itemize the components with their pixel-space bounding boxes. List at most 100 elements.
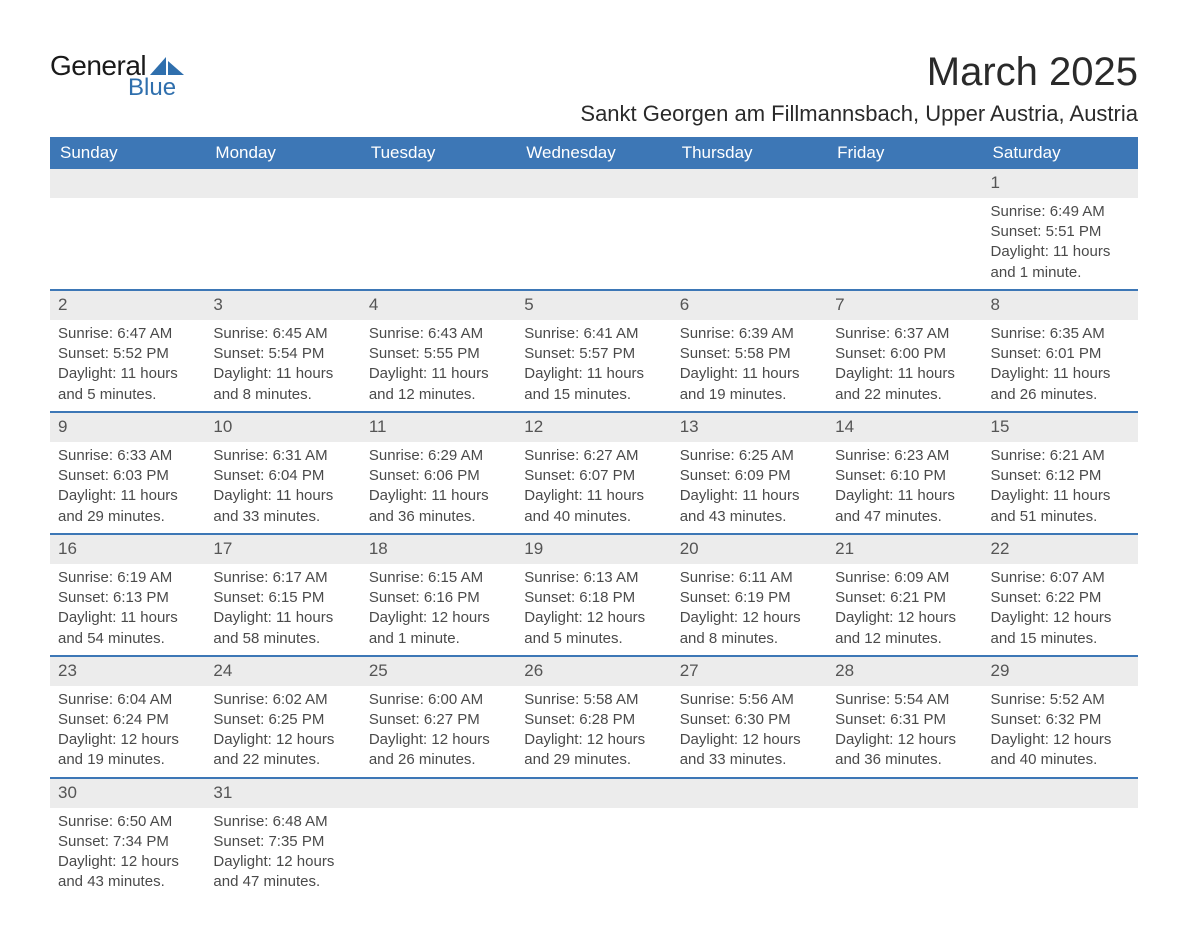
daylight-text-1: Daylight: 11 hours — [835, 364, 974, 384]
calendar-week-row: 30Sunrise: 6:50 AMSunset: 7:34 PMDayligh… — [50, 778, 1138, 899]
sunset-text: Sunset: 5:52 PM — [58, 344, 197, 364]
daylight-text-1: Daylight: 12 hours — [213, 730, 352, 750]
sunrise-text: Sunrise: 6:13 AM — [524, 568, 663, 588]
daylight-text-1: Daylight: 12 hours — [369, 730, 508, 750]
sunrise-text: Sunrise: 6:15 AM — [369, 568, 508, 588]
day-details: Sunrise: 6:39 AMSunset: 5:58 PMDaylight:… — [672, 320, 827, 411]
day-number: 17 — [205, 535, 360, 564]
day-number — [516, 779, 671, 808]
daylight-text-2: and 1 minute. — [369, 629, 508, 649]
daylight-text-1: Daylight: 12 hours — [369, 608, 508, 628]
calendar-cell — [672, 169, 827, 290]
calendar-cell: 23Sunrise: 6:04 AMSunset: 6:24 PMDayligh… — [50, 656, 205, 778]
calendar-cell — [672, 778, 827, 899]
daylight-text-1: Daylight: 11 hours — [680, 364, 819, 384]
calendar-cell: 4Sunrise: 6:43 AMSunset: 5:55 PMDaylight… — [361, 290, 516, 412]
col-header: Sunday — [50, 137, 205, 169]
day-number: 11 — [361, 413, 516, 442]
sunset-text: Sunset: 6:27 PM — [369, 710, 508, 730]
calendar-cell — [50, 169, 205, 290]
day-number: 1 — [983, 169, 1138, 198]
day-details: Sunrise: 6:00 AMSunset: 6:27 PMDaylight:… — [361, 686, 516, 777]
day-number: 26 — [516, 657, 671, 686]
daylight-text-2: and 43 minutes. — [680, 507, 819, 527]
daylight-text-1: Daylight: 11 hours — [991, 364, 1130, 384]
calendar-cell — [516, 169, 671, 290]
calendar-cell: 29Sunrise: 5:52 AMSunset: 6:32 PMDayligh… — [983, 656, 1138, 778]
day-details: Sunrise: 6:21 AMSunset: 6:12 PMDaylight:… — [983, 442, 1138, 533]
sunset-text: Sunset: 6:03 PM — [58, 466, 197, 486]
daylight-text-1: Daylight: 11 hours — [213, 608, 352, 628]
sunrise-text: Sunrise: 6:19 AM — [58, 568, 197, 588]
daylight-text-1: Daylight: 11 hours — [58, 364, 197, 384]
daylight-text-2: and 15 minutes. — [524, 385, 663, 405]
calendar-cell: 31Sunrise: 6:48 AMSunset: 7:35 PMDayligh… — [205, 778, 360, 899]
brand-blue-text: Blue — [128, 74, 184, 102]
sunrise-text: Sunrise: 6:02 AM — [213, 690, 352, 710]
day-number — [827, 169, 982, 198]
calendar-cell: 13Sunrise: 6:25 AMSunset: 6:09 PMDayligh… — [672, 412, 827, 534]
sunset-text: Sunset: 6:06 PM — [369, 466, 508, 486]
sunrise-text: Sunrise: 6:25 AM — [680, 446, 819, 466]
day-details: Sunrise: 6:09 AMSunset: 6:21 PMDaylight:… — [827, 564, 982, 655]
sunrise-text: Sunrise: 6:37 AM — [835, 324, 974, 344]
day-number: 24 — [205, 657, 360, 686]
daylight-text-1: Daylight: 11 hours — [524, 486, 663, 506]
day-details: Sunrise: 6:04 AMSunset: 6:24 PMDaylight:… — [50, 686, 205, 777]
sunset-text: Sunset: 6:15 PM — [213, 588, 352, 608]
sunrise-text: Sunrise: 6:45 AM — [213, 324, 352, 344]
day-number — [672, 779, 827, 808]
calendar-cell: 8Sunrise: 6:35 AMSunset: 6:01 PMDaylight… — [983, 290, 1138, 412]
sunrise-text: Sunrise: 6:50 AM — [58, 812, 197, 832]
daylight-text-1: Daylight: 11 hours — [213, 486, 352, 506]
day-details: Sunrise: 6:50 AMSunset: 7:34 PMDaylight:… — [50, 808, 205, 899]
sunrise-text: Sunrise: 6:31 AM — [213, 446, 352, 466]
day-number: 29 — [983, 657, 1138, 686]
calendar-cell — [205, 169, 360, 290]
day-details: Sunrise: 5:56 AMSunset: 6:30 PMDaylight:… — [672, 686, 827, 777]
day-number — [361, 169, 516, 198]
day-details: Sunrise: 6:29 AMSunset: 6:06 PMDaylight:… — [361, 442, 516, 533]
day-details: Sunrise: 6:35 AMSunset: 6:01 PMDaylight:… — [983, 320, 1138, 411]
calendar-cell: 16Sunrise: 6:19 AMSunset: 6:13 PMDayligh… — [50, 534, 205, 656]
calendar-cell: 14Sunrise: 6:23 AMSunset: 6:10 PMDayligh… — [827, 412, 982, 534]
sunset-text: Sunset: 5:55 PM — [369, 344, 508, 364]
day-number: 12 — [516, 413, 671, 442]
daylight-text-2: and 26 minutes. — [991, 385, 1130, 405]
day-number: 9 — [50, 413, 205, 442]
daylight-text-1: Daylight: 11 hours — [58, 608, 197, 628]
calendar-cell: 7Sunrise: 6:37 AMSunset: 6:00 PMDaylight… — [827, 290, 982, 412]
sunset-text: Sunset: 6:31 PM — [835, 710, 974, 730]
day-details: Sunrise: 6:49 AMSunset: 5:51 PMDaylight:… — [983, 198, 1138, 289]
calendar-cell: 22Sunrise: 6:07 AMSunset: 6:22 PMDayligh… — [983, 534, 1138, 656]
sunrise-text: Sunrise: 6:48 AM — [213, 812, 352, 832]
title-block: March 2025 Sankt Georgen am Fillmannsbac… — [580, 50, 1138, 127]
sunrise-text: Sunrise: 6:33 AM — [58, 446, 197, 466]
day-number: 5 — [516, 291, 671, 320]
day-number: 3 — [205, 291, 360, 320]
day-details: Sunrise: 6:45 AMSunset: 5:54 PMDaylight:… — [205, 320, 360, 411]
sunrise-text: Sunrise: 6:29 AM — [369, 446, 508, 466]
daylight-text-2: and 1 minute. — [991, 263, 1130, 283]
day-number: 2 — [50, 291, 205, 320]
sunrise-text: Sunrise: 6:27 AM — [524, 446, 663, 466]
daylight-text-2: and 12 minutes. — [835, 629, 974, 649]
daylight-text-2: and 54 minutes. — [58, 629, 197, 649]
daylight-text-1: Daylight: 12 hours — [524, 730, 663, 750]
sunrise-text: Sunrise: 5:52 AM — [991, 690, 1130, 710]
sunrise-text: Sunrise: 6:17 AM — [213, 568, 352, 588]
daylight-text-2: and 15 minutes. — [991, 629, 1130, 649]
day-number: 13 — [672, 413, 827, 442]
day-details: Sunrise: 5:58 AMSunset: 6:28 PMDaylight:… — [516, 686, 671, 777]
daylight-text-2: and 36 minutes. — [369, 507, 508, 527]
calendar-cell: 2Sunrise: 6:47 AMSunset: 5:52 PMDaylight… — [50, 290, 205, 412]
daylight-text-1: Daylight: 12 hours — [991, 730, 1130, 750]
calendar-cell: 15Sunrise: 6:21 AMSunset: 6:12 PMDayligh… — [983, 412, 1138, 534]
daylight-text-2: and 29 minutes. — [524, 750, 663, 770]
sunset-text: Sunset: 5:51 PM — [991, 222, 1130, 242]
day-number — [516, 169, 671, 198]
sunrise-text: Sunrise: 6:35 AM — [991, 324, 1130, 344]
day-number: 8 — [983, 291, 1138, 320]
day-number — [205, 169, 360, 198]
daylight-text-2: and 29 minutes. — [58, 507, 197, 527]
